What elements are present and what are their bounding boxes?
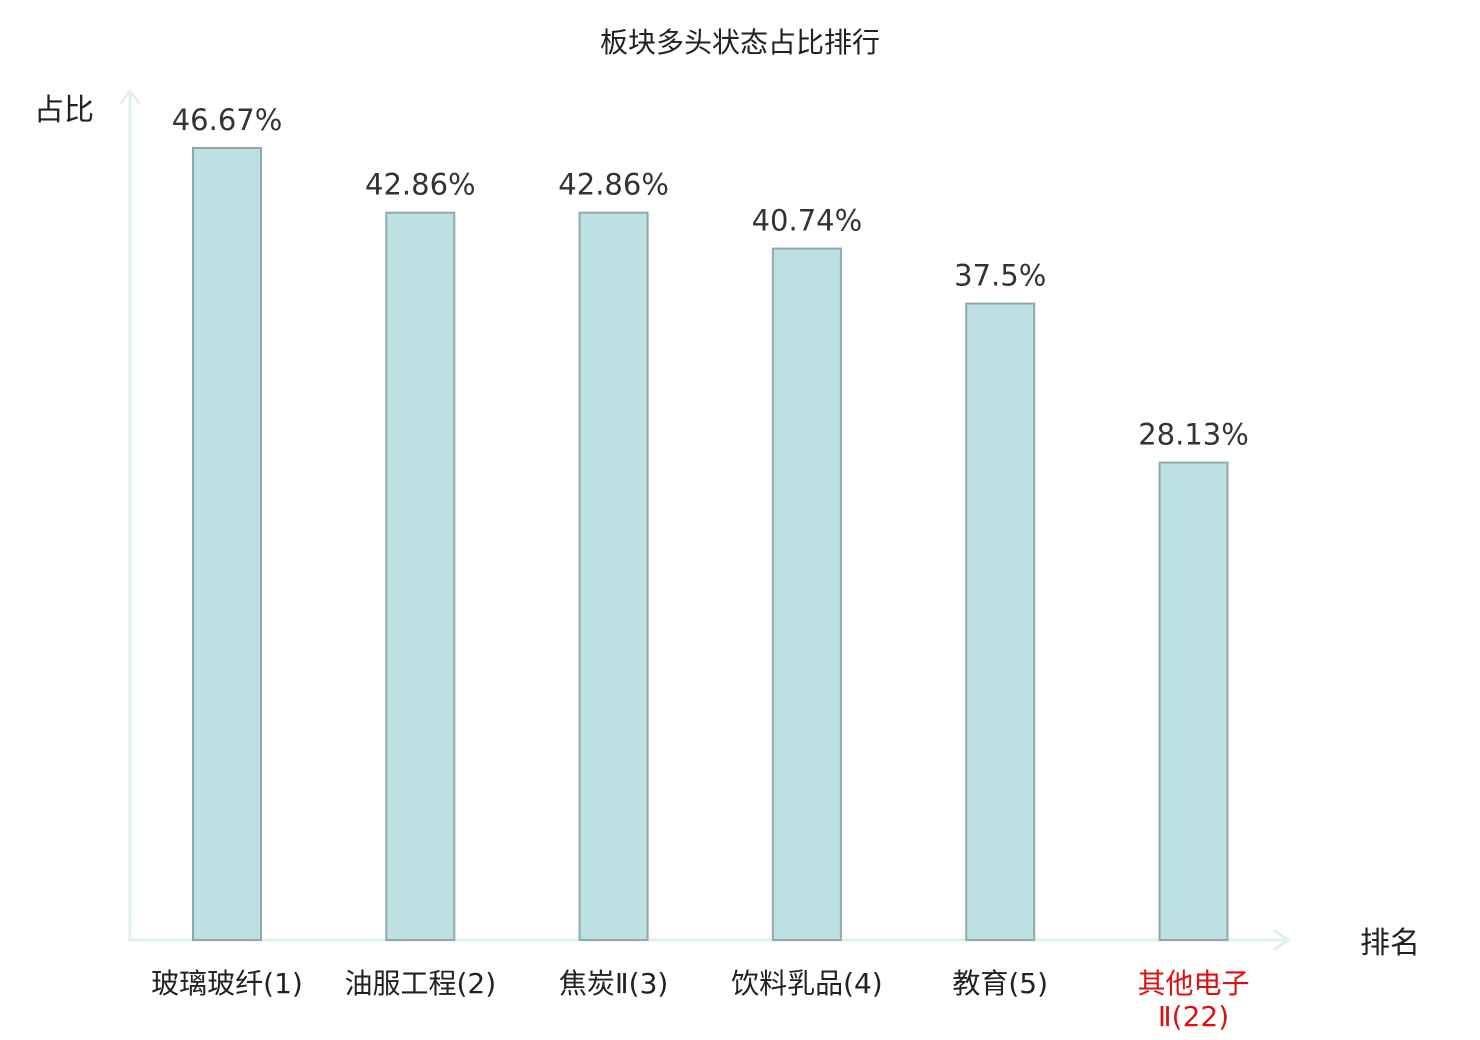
bars-group xyxy=(192,147,1229,942)
chart-title: 板块多头状态占比排行 xyxy=(600,26,880,59)
bar xyxy=(192,147,262,941)
bar-value-label: 37.5% xyxy=(954,259,1046,293)
bar xyxy=(965,302,1036,942)
value-labels-group: 46.67% 42.86% 42.86% 40.74% 37.5% 28.13% xyxy=(172,103,1249,452)
x-axis-label: 排名 xyxy=(1360,926,1420,961)
bar-value-label: 42.86% xyxy=(558,168,669,202)
bar xyxy=(385,211,456,941)
bar xyxy=(578,211,649,941)
bar-value-label: 28.13% xyxy=(1138,418,1249,452)
category-labels-group: 玻璃玻纤(1) 油服工程(2) 焦炭Ⅱ(3) 饮料乳品(4) 教育(5) 其他电子Ⅱ(22… xyxy=(151,967,1249,1033)
x-tick-label: 教育(5) xyxy=(952,967,1048,1000)
x-tick-label: 玻璃玻纤(1) xyxy=(151,967,303,1000)
x-tick-label: 饮料乳品(4) xyxy=(731,967,883,1000)
y-axis-label: 占比 xyxy=(34,93,94,128)
bar-value-label: 42.86% xyxy=(365,168,476,202)
y-axis xyxy=(118,88,142,940)
x-tick-label: 油服工程(2) xyxy=(344,967,496,1000)
bar xyxy=(771,247,842,942)
bar-value-label: 40.74% xyxy=(752,204,863,238)
x-tick-label: 其他电子 xyxy=(1137,967,1249,1000)
x-tick-label: Ⅱ(22) xyxy=(1158,1000,1229,1033)
x-tick-label: 焦炭Ⅱ(3) xyxy=(559,967,668,1000)
bar-value-label: 46.67% xyxy=(172,103,283,137)
x-axis xyxy=(128,928,1291,952)
bar xyxy=(1158,461,1229,941)
